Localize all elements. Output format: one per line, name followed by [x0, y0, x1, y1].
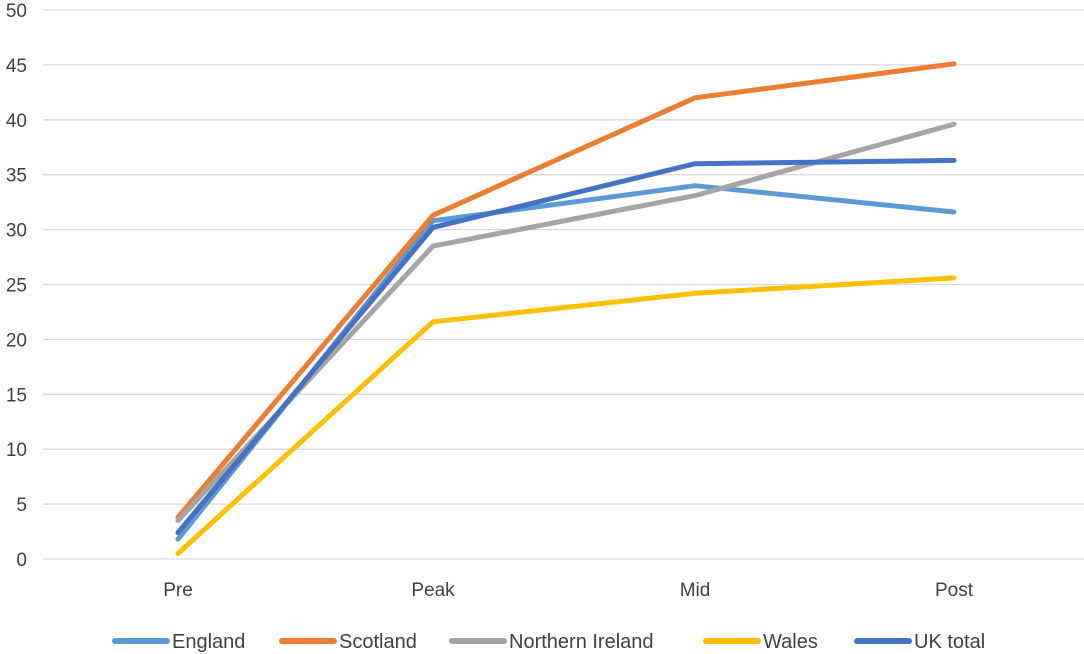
- y-tick-label-15: 15: [6, 385, 27, 406]
- x-tick-label-pre: Pre: [163, 580, 193, 601]
- legend-label-northern-ireland: Northern Ireland: [509, 631, 654, 653]
- series-line-northern-ireland: [175, 121, 957, 524]
- y-tick-label-25: 25: [6, 276, 27, 297]
- x-tick-label-peak: Peak: [411, 580, 455, 601]
- y-tick-label-10: 10: [6, 440, 27, 461]
- legend-label-scotland: Scotland: [339, 631, 417, 653]
- x-tick-label-mid: Mid: [680, 580, 711, 601]
- y-tick-label-30: 30: [6, 221, 27, 242]
- x-tick-label-post: Post: [935, 580, 974, 601]
- y-axis-tick-labels: 0 5 10 15 20 25 30 35 40 45 50: [6, 1, 27, 571]
- series-lines: [175, 61, 957, 556]
- series-line-wales: [175, 275, 957, 556]
- y-tick-label-0: 0: [16, 550, 27, 571]
- legend-label-england: England: [172, 631, 245, 653]
- y-tick-label-50: 50: [6, 1, 27, 22]
- y-tick-label-20: 20: [6, 330, 27, 351]
- y-tick-label-5: 5: [16, 495, 27, 516]
- legend-label-uk-total: UK total: [914, 631, 985, 653]
- legend-label-wales: Wales: [763, 631, 818, 653]
- gridlines: [43, 9, 1084, 560]
- x-axis-tick-labels: Pre Peak Mid Post: [163, 580, 974, 601]
- y-tick-label-35: 35: [6, 166, 27, 187]
- series-line-uk-total: [175, 157, 957, 536]
- y-tick-label-45: 45: [6, 56, 27, 77]
- series-line-england: [175, 183, 957, 542]
- series-line-scotland: [175, 61, 957, 520]
- y-tick-label-40: 40: [6, 111, 27, 132]
- legend: England Scotland Northern Ireland Wales UK t…: [112, 631, 985, 653]
